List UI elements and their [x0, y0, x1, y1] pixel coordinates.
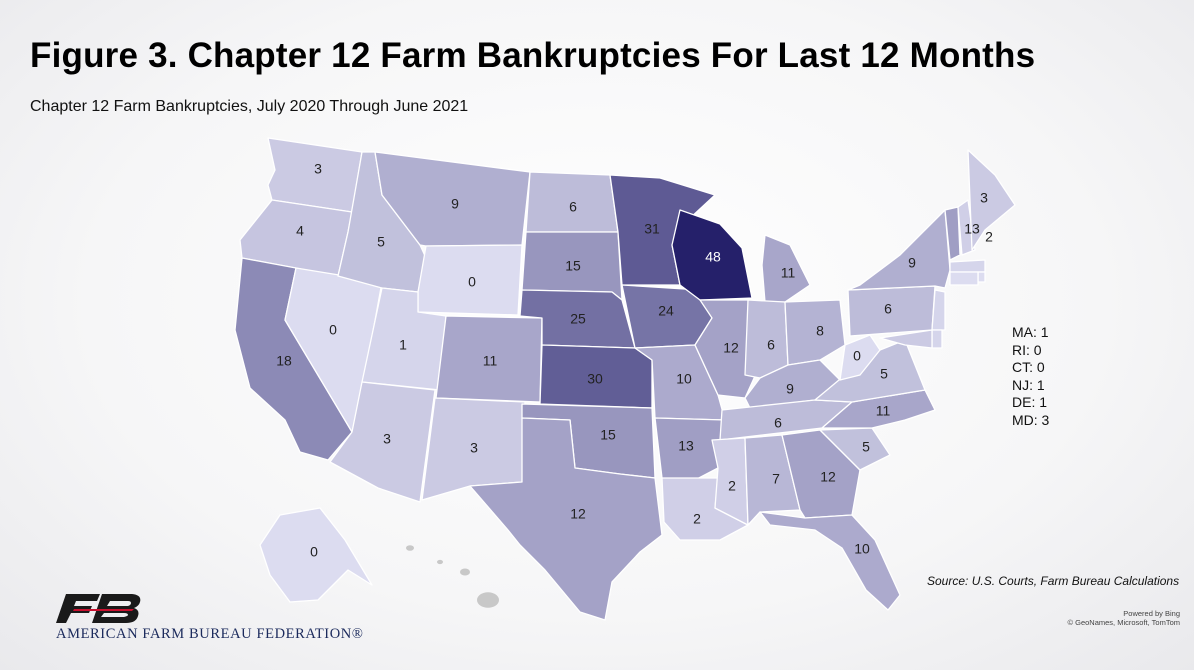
state-label-nh: 2 — [985, 229, 993, 245]
state-wi — [671, 209, 753, 301]
state-vt — [944, 206, 961, 261]
state-label-ga: 12 — [820, 469, 836, 485]
state-label-pa: 6 — [884, 301, 892, 317]
legend-entry-ct: CT: 0 — [1012, 359, 1045, 375]
state-label-wv: 0 — [853, 348, 861, 364]
state-label-ne: 25 — [570, 311, 586, 327]
state-label-ok: 15 — [600, 427, 616, 443]
state-label-ca: 18 — [276, 353, 292, 369]
state-label-oh: 8 — [816, 323, 824, 339]
state-label-nv: 0 — [329, 322, 337, 338]
state-label-ak: 0 — [310, 544, 318, 560]
state-label-tn: 6 — [774, 415, 782, 431]
hawaii-island-1 — [406, 545, 414, 551]
state-label-vt: 13 — [964, 221, 980, 237]
state-label-ny: 9 — [908, 255, 916, 271]
attribution-line-1: Powered by Bing — [1123, 609, 1180, 618]
map-attribution: Powered by Bing © GeoNames, Microsoft, T… — [1068, 609, 1181, 627]
state-ct — [949, 271, 979, 286]
state-label-in: 6 — [767, 337, 775, 353]
state-ar — [654, 417, 726, 481]
state-sc — [819, 427, 891, 471]
state-label-or: 4 — [296, 223, 304, 239]
hawaii-island-4 — [477, 592, 499, 608]
state-label-ut: 1 — [399, 337, 407, 353]
state-nj — [931, 289, 946, 331]
state-label-sc: 5 — [862, 439, 870, 455]
small-states-legend: MA: 1 RI: 0 CT: 0 NJ: 1 DE: 1 MD: 3 — [1012, 324, 1049, 429]
state-md — [879, 329, 933, 349]
state-label-ky: 9 — [786, 381, 794, 397]
state-label-sd: 15 — [565, 258, 581, 274]
legend-entry-de: DE: 1 — [1012, 394, 1048, 410]
state-label-ia: 24 — [658, 303, 674, 319]
organization-name: AMERICAN FARM BUREAU FEDERATION® — [56, 626, 364, 642]
legend-entry-nj: NJ: 1 — [1012, 376, 1045, 393]
state-label-me: 3 — [980, 190, 988, 206]
legend-entry-ma: MA: 1 — [1012, 324, 1049, 340]
state-label-tx: 12 — [570, 506, 586, 522]
state-label-nd: 6 — [569, 199, 577, 215]
figure-subtitle: Chapter 12 Farm Bankruptcies, July 2020 … — [30, 98, 469, 115]
state-label-wa: 3 — [314, 161, 322, 177]
source-note: Source: U.S. Courts, Farm Bureau Calcula… — [927, 574, 1180, 588]
state-label-ks: 30 — [587, 371, 603, 387]
attribution-line-2: © GeoNames, Microsoft, TomTom — [1067, 618, 1181, 627]
state-label-ar: 13 — [678, 438, 694, 454]
state-label-nm: 3 — [470, 440, 478, 456]
state-tx — [469, 417, 663, 621]
legend-entry-md: MD: 3 — [1012, 411, 1050, 428]
hawaii-island-2 — [437, 559, 443, 565]
state-me — [967, 149, 1016, 251]
state-label-va: 5 — [880, 366, 888, 382]
state-label-mi: 11 — [781, 265, 796, 281]
state-label-al: 7 — [772, 471, 780, 487]
figure-title: Figure 3. Chapter 12 Farm Bankruptcies F… — [30, 36, 1036, 75]
farm-bureau-logo-icon — [56, 594, 141, 623]
state-ak — [259, 507, 373, 603]
state-wv — [839, 334, 881, 381]
state-label-mo: 10 — [676, 371, 692, 387]
state-ks — [539, 344, 653, 409]
state-label-mt: 9 — [451, 196, 459, 212]
legend-entry-ri: RI: 0 — [1012, 341, 1042, 358]
state-ms — [711, 437, 749, 526]
state-label-la: 2 — [693, 511, 701, 527]
state-nh — [957, 199, 976, 256]
state-label-il: 12 — [723, 340, 739, 356]
state-ny — [847, 209, 951, 291]
state-ma — [949, 259, 986, 273]
state-label-fl: 10 — [854, 541, 870, 557]
state-fl — [759, 511, 901, 611]
state-al — [744, 434, 801, 526]
state-label-az: 3 — [383, 431, 391, 447]
state-az — [329, 381, 436, 503]
state-label-nc: 11 — [876, 403, 891, 419]
state-label-mn: 31 — [644, 221, 660, 237]
state-oh — [784, 299, 846, 366]
hawaii-island-3 — [460, 568, 470, 576]
state-label-wi: 48 — [705, 249, 721, 265]
state-label-co: 11 — [483, 353, 498, 369]
state-de — [931, 329, 943, 349]
state-wy — [417, 244, 523, 316]
state-label-id: 5 — [377, 234, 385, 250]
state-label-wy: 0 — [468, 274, 476, 290]
state-ri — [977, 271, 986, 283]
state-label-ms: 2 — [728, 478, 736, 494]
